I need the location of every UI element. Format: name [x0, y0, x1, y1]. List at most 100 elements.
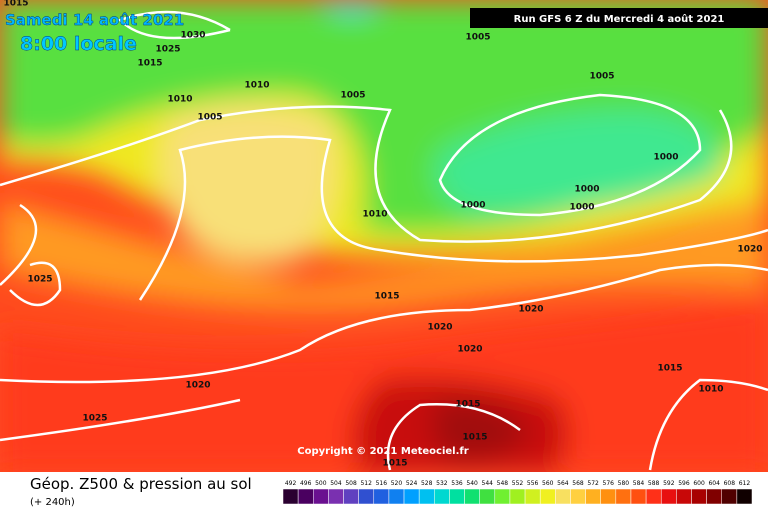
scale-label: 572	[587, 480, 599, 487]
scale-label: 532	[436, 480, 448, 487]
scale-label: 596	[678, 480, 690, 487]
scale-swatch	[570, 488, 586, 505]
scale-swatch	[403, 488, 420, 505]
scale-label: 508	[345, 480, 357, 487]
scale-swatch	[691, 488, 707, 505]
scale-swatch	[388, 488, 405, 505]
isobar-label: 1010	[167, 95, 192, 105]
scale-label: 548	[497, 480, 509, 487]
scale-label: 588	[648, 480, 660, 487]
map-date: Samedi 14 août 2021	[5, 11, 184, 29]
scale-label: 556	[527, 480, 539, 487]
scale-swatch	[418, 488, 435, 505]
scale-swatch	[313, 488, 329, 505]
scale-swatch	[464, 488, 480, 505]
scale-label: 496	[300, 480, 312, 487]
run-info: Run GFS 6 Z du Mercredi 4 août 2021	[514, 13, 725, 25]
scale-label: 544	[482, 480, 494, 487]
scale-label: 584	[633, 480, 645, 487]
scale-swatch	[630, 488, 647, 505]
scale-swatch	[660, 488, 677, 505]
isobars	[0, 10, 768, 471]
scale-label: 612	[739, 480, 751, 487]
scale-swatch	[645, 488, 662, 505]
scale-swatch	[706, 488, 722, 505]
scale-swatch	[282, 488, 299, 505]
scale-label: 592	[663, 480, 675, 487]
scale-swatch	[721, 488, 738, 505]
scale-swatch	[539, 488, 556, 505]
scale-label: 564	[557, 480, 569, 487]
copyright: Copyright © 2021 Meteociel.fr	[297, 446, 468, 457]
scale-label: 552	[512, 480, 524, 487]
scale-swatch	[328, 488, 344, 505]
isobar-label: 1010	[244, 81, 269, 91]
isobar-label: 1015	[455, 400, 480, 410]
isobar-label: 1010	[698, 385, 723, 395]
scale-label: 512	[360, 480, 372, 487]
isobar-label: 1025	[82, 414, 107, 424]
scale-label: 560	[542, 480, 554, 487]
scale-swatch	[600, 488, 617, 505]
scale-label: 580	[618, 480, 630, 487]
isobar-label: 1015	[374, 292, 399, 302]
scale-swatch	[585, 488, 601, 505]
isobar-label: 1020	[457, 345, 482, 355]
isobar-label: 1025	[27, 275, 52, 285]
scale-label: 504	[330, 480, 342, 487]
scale-label: 492	[285, 480, 297, 487]
scale-label: 576	[603, 480, 615, 487]
footer-title: Géop. Z500 & pression au sol	[30, 475, 252, 493]
scale-swatch	[479, 488, 496, 505]
scale-swatch	[343, 488, 359, 505]
scale-label: 500	[315, 480, 327, 487]
scale-swatch	[736, 488, 753, 505]
scale-swatch	[373, 488, 390, 505]
isobar-label: 1000	[653, 153, 678, 163]
map-time: 8:00 locale	[20, 33, 137, 55]
isobar-label: 1015	[3, 0, 28, 9]
scale-label: 516	[376, 480, 388, 487]
scale-label: 524	[406, 480, 418, 487]
scale-swatch	[358, 488, 375, 505]
isobar-label: 1005	[197, 113, 222, 123]
isobar-label: 1020	[427, 323, 452, 333]
scale-swatch	[494, 488, 511, 505]
scale-label: 536	[451, 480, 463, 487]
scale-swatch	[524, 488, 541, 505]
scale-label: 600	[693, 480, 705, 487]
isobar-label: 1005	[589, 72, 614, 82]
isobar-label: 1020	[518, 305, 543, 315]
scale-label: 540	[466, 480, 478, 487]
scale-label: 608	[724, 480, 736, 487]
run-box	[470, 8, 768, 28]
isobar-label: 1020	[737, 245, 762, 255]
isobar-label: 1025	[155, 45, 180, 55]
scale-swatch	[509, 488, 526, 505]
scale-swatch	[676, 488, 692, 505]
isobar-label: 1000	[460, 201, 485, 211]
scale-swatch	[297, 488, 314, 505]
isobar-label: 1015	[657, 364, 682, 374]
isobar-label: 1000	[569, 203, 594, 213]
scale-label: 604	[708, 480, 720, 487]
isobar-label: 1020	[185, 381, 210, 391]
isobar-label: 1015	[382, 459, 407, 469]
isobar-label: 1000	[574, 185, 599, 195]
isobar-label: 1005	[340, 91, 365, 101]
scale-swatch	[615, 488, 632, 505]
scale-swatch	[449, 488, 465, 505]
isobar-label: 1005	[465, 33, 490, 43]
field	[0, 0, 768, 472]
isobar-label: 1015	[137, 59, 162, 69]
scale-swatch	[555, 488, 571, 505]
scale-label: 568	[572, 480, 584, 487]
footer-lead: (+ 240h)	[30, 497, 75, 508]
isobar-label: 1030	[180, 31, 205, 41]
scale-label: 520	[391, 480, 403, 487]
isobar-label: 1015	[462, 433, 487, 443]
scale-swatch	[434, 488, 450, 505]
scale-label: 528	[421, 480, 433, 487]
